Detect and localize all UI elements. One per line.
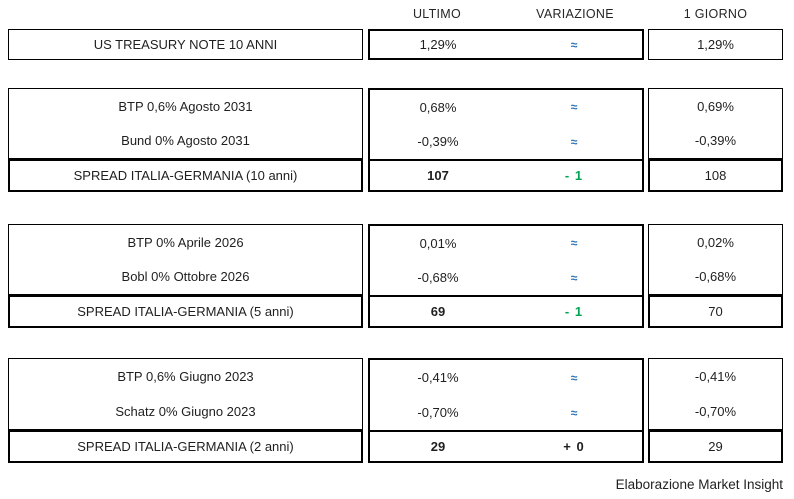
spread-label: SPREAD ITALIA-GERMANIA (2 anni): [77, 439, 294, 454]
bond-label: BTP 0,6% Giugno 2023: [117, 369, 254, 384]
spread-value-row: 69 - 1: [370, 295, 642, 326]
value-row: 1,29% ≈: [370, 31, 642, 58]
bond-labels-box: BTP 0,6% Agosto 2031 Bund 0% Agosto 2031: [8, 88, 363, 159]
spread-label-box: SPREAD ITALIA-GERMANIA (5 anni): [8, 295, 363, 328]
giorno-box: 0,69% -0,39%: [648, 88, 783, 159]
giorno-value: -0,41%: [694, 369, 737, 384]
values-box: 1,29% ≈: [368, 29, 644, 60]
value-row: -0,70% ≈: [370, 395, 642, 430]
bond-label-box: US TREASURY NOTE 10 ANNI: [8, 29, 363, 60]
spread-giorno-box: 29: [648, 430, 783, 463]
values-box: 0,68% ≈ -0,39% ≈ 107 - 1: [368, 88, 644, 192]
approx-equal-icon: ≈: [570, 100, 578, 115]
spread-value-row: 29 + 0: [370, 430, 642, 461]
spread-variation-value: - 1: [564, 168, 584, 183]
ultimo-value: -0,70%: [417, 405, 459, 420]
spread-ultimo-value: 29: [430, 439, 446, 454]
spread-label-box: SPREAD ITALIA-GERMANIA (2 anni): [8, 430, 363, 463]
spread-giorno-value: 70: [708, 304, 723, 319]
giorno-value: 0,02%: [697, 234, 734, 250]
spread-giorno-value: 29: [708, 439, 723, 454]
spread-group-5-anni: BTP 0% Aprile 2026 Bobl 0% Ottobre 2026 …: [0, 224, 794, 328]
spread-label: SPREAD ITALIA-GERMANIA (5 anni): [77, 304, 294, 319]
giorno-box: 0,02% -0,68%: [648, 224, 783, 295]
spread-label: SPREAD ITALIA-GERMANIA (10 anni): [73, 168, 298, 183]
column-header-ultimo: ULTIMO: [412, 7, 462, 21]
us-treasury-row: US TREASURY NOTE 10 ANNI 1,29% ≈ 1,29%: [0, 29, 794, 60]
spread-ultimo-value: 69: [430, 304, 446, 319]
bond-label: Bobl 0% Ottobre 2026: [121, 269, 250, 285]
giorno-value: -0,68%: [694, 269, 737, 285]
giorno-value: 0,69%: [697, 98, 734, 114]
approx-equal-icon: ≈: [570, 236, 578, 251]
values-box: 0,01% ≈ -0,68% ≈ 69 - 1: [368, 224, 644, 328]
spread-giorno-box: 108: [648, 159, 783, 192]
spread-label-box: SPREAD ITALIA-GERMANIA (10 anni): [8, 159, 363, 192]
approx-equal-icon: ≈: [570, 134, 578, 149]
ultimo-value: 0,01%: [419, 235, 457, 251]
ultimo-value: -0,68%: [417, 270, 459, 286]
giorno-box: 1,29%: [648, 29, 783, 60]
value-row: -0,41% ≈: [370, 360, 642, 395]
bond-label: Bund 0% Agosto 2031: [121, 133, 250, 149]
value-row: 0,01% ≈: [370, 226, 642, 261]
bond-label: BTP 0% Aprile 2026: [127, 234, 244, 250]
giorno-value: -0,39%: [694, 133, 737, 149]
approx-equal-icon: ≈: [570, 270, 578, 285]
bond-label: Schatz 0% Giugno 2023: [115, 404, 256, 419]
spread-group-2-anni: BTP 0,6% Giugno 2023 Schatz 0% Giugno 20…: [0, 358, 794, 463]
ultimo-value: -0,39%: [417, 134, 459, 150]
spread-giorno-box: 70: [648, 295, 783, 328]
value-row: -0,39% ≈: [370, 125, 642, 160]
spread-ultimo-value: 107: [427, 168, 449, 183]
column-header-1giorno: 1 GIORNO: [683, 7, 748, 21]
spread-giorno-value: 108: [704, 168, 727, 183]
bond-label: BTP 0,6% Agosto 2031: [118, 98, 253, 114]
ultimo-value: -0,41%: [417, 370, 459, 385]
bond-label: US TREASURY NOTE 10 ANNI: [93, 37, 278, 52]
spread-variation-value: - 1: [564, 304, 584, 319]
spread-value-row: 107 - 1: [370, 159, 642, 190]
spread-variation-value: + 0: [563, 439, 585, 454]
column-header-variazione: VARIAZIONE: [536, 7, 614, 21]
value-row: -0,68% ≈: [370, 261, 642, 296]
giorno-value: -0,70%: [694, 404, 737, 419]
approx-equal-icon: ≈: [570, 37, 578, 52]
giorno-box: -0,41% -0,70%: [648, 358, 783, 430]
approx-equal-icon: ≈: [570, 405, 578, 420]
values-box: -0,41% ≈ -0,70% ≈ 29 + 0: [368, 358, 644, 463]
bond-labels-box: BTP 0% Aprile 2026 Bobl 0% Ottobre 2026: [8, 224, 363, 295]
spread-group-10-anni: BTP 0,6% Agosto 2031 Bund 0% Agosto 2031…: [0, 88, 794, 192]
giorno-value: 1,29%: [697, 37, 734, 52]
ultimo-value: 0,68%: [419, 99, 457, 115]
bond-labels-box: BTP 0,6% Giugno 2023 Schatz 0% Giugno 20…: [8, 358, 363, 430]
approx-equal-icon: ≈: [570, 370, 578, 385]
value-row: 0,68% ≈: [370, 90, 642, 125]
ultimo-value: 1,29%: [419, 37, 457, 52]
credit-note: Elaborazione Market Insight: [615, 477, 783, 492]
